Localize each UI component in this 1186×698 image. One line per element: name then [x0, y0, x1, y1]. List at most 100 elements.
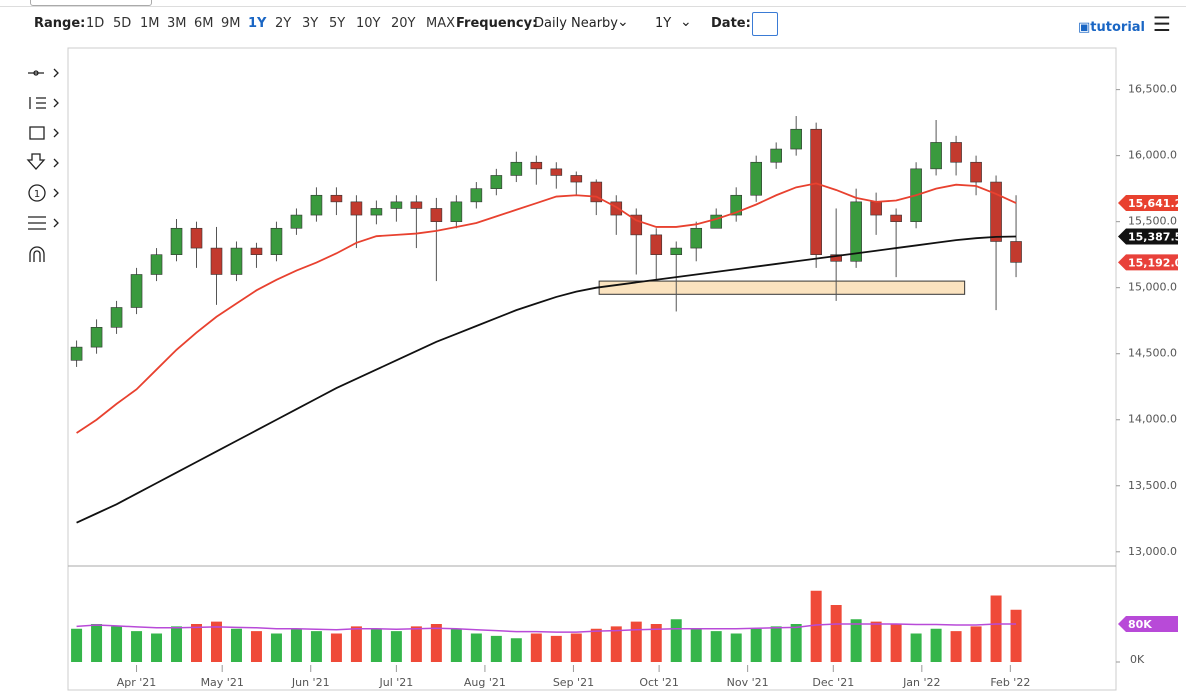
- x-tick-label: Jan '22: [902, 676, 940, 689]
- candle-body: [810, 128, 822, 255]
- calendar-button[interactable]: [752, 12, 778, 36]
- candle-body: [590, 181, 603, 203]
- range-button[interactable]: 5D: [113, 16, 132, 31]
- volume-bar: [1010, 609, 1022, 662]
- volume-bar: [890, 624, 902, 662]
- candle-body: [730, 194, 743, 216]
- range-button[interactable]: 3M: [167, 16, 187, 31]
- volume-bar: [470, 633, 482, 662]
- tool-fib[interactable]: [29, 97, 59, 109]
- divider: [0, 6, 1186, 7]
- volume-bar: [650, 624, 662, 662]
- y-tick-label: 16,000.0: [1128, 149, 1177, 162]
- period-select[interactable]: 1Y: [655, 16, 672, 31]
- volume-bar: [151, 633, 163, 662]
- volume-bar: [191, 624, 202, 662]
- volume-bar: [270, 633, 282, 662]
- volume-bar: [490, 635, 502, 662]
- volume-bar: [510, 638, 522, 662]
- range-button[interactable]: 3Y: [302, 16, 319, 31]
- x-tick-label: Sep '21: [553, 676, 594, 689]
- volume-bar: [790, 624, 802, 662]
- menu-button[interactable]: ☰: [1153, 12, 1171, 36]
- dropdown-arrow: ⌄: [617, 14, 629, 30]
- candle-body: [1010, 241, 1022, 263]
- range-button[interactable]: 1M: [140, 16, 160, 31]
- candle-body: [190, 227, 203, 249]
- value-badge-label: 15,387.5: [1128, 231, 1182, 244]
- volume-bar: [430, 624, 442, 662]
- tool-note-glyph: 1: [34, 189, 40, 200]
- candle-body: [510, 161, 523, 176]
- tool-arrow[interactable]: [26, 153, 59, 170]
- tool-magnet[interactable]: [29, 246, 45, 262]
- range-button[interactable]: 1D: [86, 16, 105, 31]
- candle-body: [210, 247, 223, 275]
- volume-bar: [610, 626, 622, 662]
- y-tick-label: 13,500.0: [1128, 479, 1177, 492]
- volume-bar: [910, 633, 922, 662]
- candle-body: [630, 214, 643, 236]
- candle-body: [490, 175, 503, 189]
- volume-bar: [171, 626, 183, 662]
- value-badge: [1118, 228, 1178, 245]
- range-button[interactable]: 5Y: [329, 16, 346, 31]
- x-tick-label: Aug '21: [464, 676, 506, 689]
- tool-levels[interactable]: [28, 188, 59, 230]
- volume-bar: [91, 624, 103, 662]
- candle-body: [330, 194, 343, 203]
- candle-body: [470, 188, 483, 203]
- range-button[interactable]: 10Y: [356, 16, 381, 31]
- candle-body: [450, 201, 463, 222]
- candle-body: [430, 208, 443, 222]
- x-tick-label: Nov '21: [727, 676, 769, 689]
- value-badge-label: 15,192.0: [1128, 256, 1183, 269]
- candle-body: [950, 142, 962, 163]
- candle-body: [390, 201, 403, 209]
- tutorial-link[interactable]: ▣tutorial: [1078, 20, 1145, 35]
- candle-body: [350, 201, 363, 216]
- volume-bar: [670, 619, 682, 662]
- value-badge-label: 80K: [1128, 618, 1152, 631]
- candle-body: [870, 201, 882, 216]
- tool-note[interactable]: [28, 184, 46, 202]
- range-button[interactable]: 6M: [194, 16, 214, 31]
- tool-line[interactable]: [28, 68, 59, 78]
- range-button[interactable]: 1Y: [248, 16, 267, 31]
- value-badge: [1118, 616, 1178, 632]
- volume-bar: [730, 633, 742, 662]
- date-label: Date:: [711, 16, 751, 31]
- tool-rect[interactable]: [29, 126, 59, 140]
- range-button[interactable]: 9M: [221, 16, 241, 31]
- frequency-select[interactable]: Daily Nearby: [534, 16, 619, 31]
- range-button[interactable]: 20Y: [391, 16, 416, 31]
- y-tick-label: 16,500.0: [1128, 83, 1177, 96]
- value-badge-label: 15,641.2: [1128, 197, 1182, 210]
- candle-body: [250, 247, 263, 255]
- volume-bar: [450, 628, 462, 662]
- volume-bar: [230, 628, 242, 662]
- volume-bar: [570, 633, 582, 662]
- volume-bar: [410, 626, 422, 662]
- candle-body: [130, 274, 143, 308]
- candle-body: [670, 247, 683, 255]
- volume-bar: [350, 626, 362, 662]
- candle-body: [790, 128, 802, 150]
- candle-body: [650, 234, 663, 255]
- candle-body: [310, 194, 323, 216]
- x-tick-label: Jul '21: [378, 676, 413, 689]
- volume-bar: [370, 628, 382, 662]
- candle-body: [830, 254, 842, 262]
- y-tick-label: 15,000.0: [1128, 281, 1177, 294]
- volume-bar: [530, 633, 542, 662]
- range-button[interactable]: 2Y: [275, 16, 292, 31]
- volume-bar: [770, 626, 782, 662]
- toolbar: Range: 1D 5D 1M 3M 6M 9M 1Y 2Y 3Y 5Y 10Y 20Y MAX Fre…: [0, 0, 1186, 46]
- range-button[interactable]: MAX: [426, 16, 456, 31]
- volume-bar: [111, 626, 123, 662]
- cut-input: [30, 0, 152, 6]
- y-tick-label: 13,000.0: [1128, 545, 1177, 558]
- volume-average: [76, 623, 1017, 633]
- candle-body: [150, 254, 163, 275]
